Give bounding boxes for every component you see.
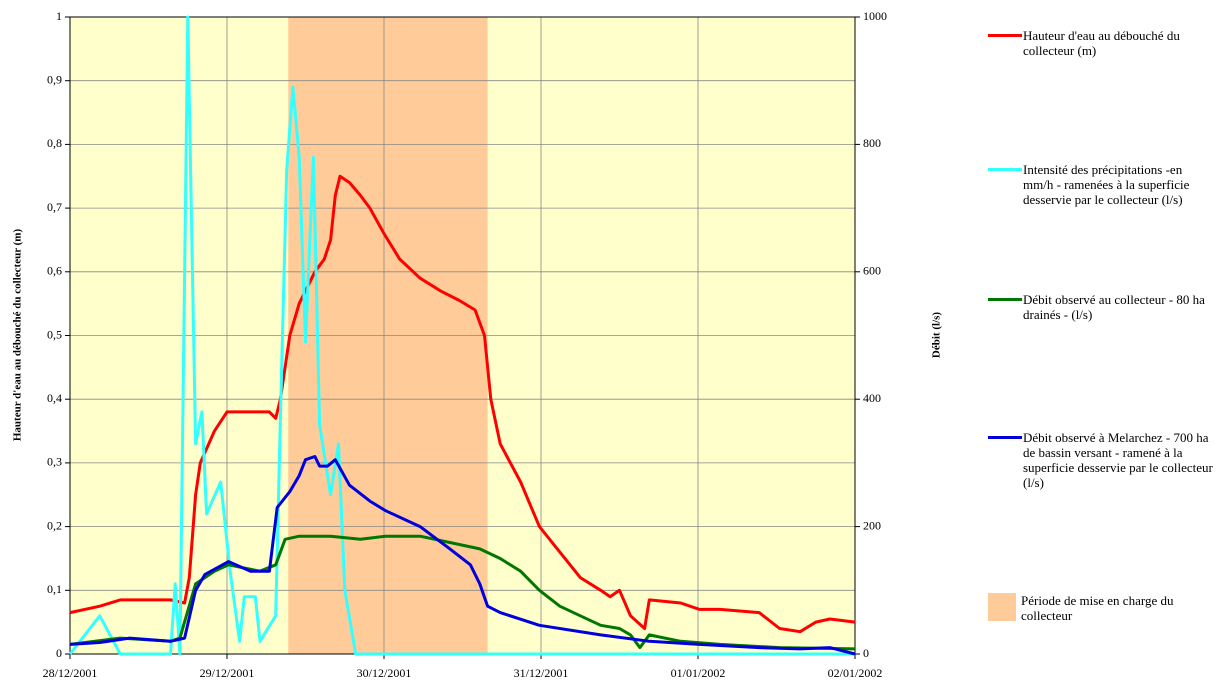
- y2-axis-title: Débit (l/s): [931, 312, 943, 358]
- x-tick-label: 02/01/2002: [828, 666, 883, 680]
- y-tick-label: 0,6: [47, 264, 62, 278]
- y-tick-label: 0: [56, 646, 62, 660]
- x-tick-label: 28/12/2001: [43, 666, 98, 680]
- legend-label: Hauteur d'eau au débouché du collecteur …: [1023, 28, 1180, 58]
- y-tick-label: 0,5: [47, 327, 62, 341]
- y2-tick-label: 800: [863, 136, 881, 150]
- legend-item: Hauteur d'eau au débouché du collecteur …: [988, 28, 1213, 58]
- y-tick-label: 1: [56, 9, 62, 23]
- series-line: [68, 15, 855, 656]
- legend-item: Intensité des précipitations -en mm/h - …: [988, 162, 1213, 207]
- y-tick-label: 0,1: [47, 582, 62, 596]
- y-tick-label: 0,8: [47, 136, 62, 150]
- x-tick-label: 01/01/2002: [671, 666, 726, 680]
- y-tick-label: 0,2: [47, 518, 62, 532]
- x-tick-label: 30/12/2001: [357, 666, 412, 680]
- y2-tick-label: 600: [863, 264, 881, 278]
- legend-item: Débit observé à Melarchez - 700 ha de ba…: [988, 430, 1213, 490]
- legend-label: Période de mise en charge du collecteur: [1021, 593, 1174, 623]
- y-tick-label: 0,3: [47, 455, 62, 469]
- legend-label: Débit observé à Melarchez - 700 ha de ba…: [1023, 430, 1213, 490]
- legend-label: Débit observé au collecteur - 80 ha drai…: [1023, 292, 1205, 322]
- legend-swatch: [988, 34, 1022, 37]
- y2-tick-label: 1000: [863, 9, 887, 23]
- series-line: [69, 174, 856, 634]
- y-tick-label: 0,9: [47, 72, 62, 86]
- legend-swatch: [988, 436, 1022, 439]
- y2-tick-label: 0: [863, 646, 869, 660]
- legend-swatch: [988, 168, 1022, 171]
- x-tick-label: 31/12/2001: [514, 666, 569, 680]
- y-tick-label: 0,4: [47, 391, 62, 405]
- y2-tick-label: 200: [863, 518, 881, 532]
- x-tick-label: 29/12/2001: [200, 666, 255, 680]
- series-line: [69, 534, 856, 651]
- legend-item: Débit observé au collecteur - 80 ha drai…: [988, 292, 1213, 322]
- legend-swatch: [988, 298, 1022, 301]
- y-tick-label: 0,7: [47, 200, 62, 214]
- legend-item: Période de mise en charge du collecteur: [988, 593, 1213, 623]
- legend-swatch: [988, 593, 1016, 621]
- series-line: [69, 455, 856, 656]
- legend-label: Intensité des précipitations -en mm/h - …: [1023, 162, 1190, 207]
- y2-tick-label: 400: [863, 391, 881, 405]
- y-axis-title: Hauteur d'eau au débouché du collecteur …: [12, 229, 24, 442]
